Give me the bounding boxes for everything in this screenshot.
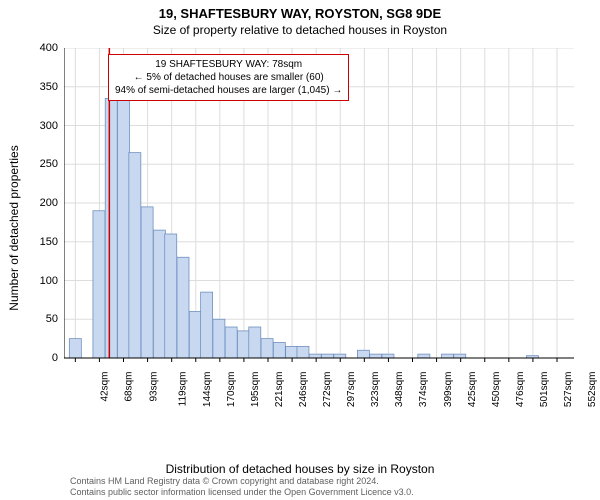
x-tick-label: 144sqm [202, 372, 213, 408]
y-tick-label: 50 [46, 313, 58, 325]
annotation-line-2: ← 5% of detached houses are smaller (60) [115, 71, 342, 84]
y-tick-label: 300 [40, 120, 58, 132]
credits-line-1: Contains HM Land Registry data © Crown c… [70, 476, 414, 487]
credits-text: Contains HM Land Registry data © Crown c… [70, 476, 414, 498]
histogram-svg [64, 48, 574, 408]
x-tick-label: 527sqm [563, 372, 574, 408]
annotation-line-3: 94% of semi-detached houses are larger (… [115, 84, 342, 97]
x-tick-label: 221sqm [274, 372, 285, 408]
y-tick-label: 400 [40, 42, 58, 54]
y-tick-label: 100 [40, 275, 58, 287]
chart-title-main: 19, SHAFTESBURY WAY, ROYSTON, SG8 9DE [0, 0, 600, 21]
annotation-line-1: 19 SHAFTESBURY WAY: 78sqm [115, 58, 342, 71]
chart-title-sub: Size of property relative to detached ho… [0, 21, 600, 37]
x-tick-label: 348sqm [394, 372, 405, 408]
x-tick-label: 195sqm [250, 372, 261, 408]
x-tick-label: 119sqm [177, 372, 188, 407]
x-tick-label: 170sqm [226, 372, 237, 408]
x-tick-label: 42sqm [100, 372, 111, 402]
y-tick-label: 350 [40, 81, 58, 93]
x-tick-label: 450sqm [491, 372, 502, 408]
x-tick-label: 476sqm [515, 372, 526, 408]
x-tick-label: 323sqm [370, 372, 381, 408]
x-axis-label: Distribution of detached houses by size … [0, 462, 600, 476]
y-axis-label: Number of detached properties [7, 145, 21, 310]
annotation-box: 19 SHAFTESBURY WAY: 78sqm ← 5% of detach… [108, 54, 349, 101]
y-tick-label: 0 [52, 352, 58, 364]
y-tick-label: 250 [40, 158, 58, 170]
y-tick-label: 150 [40, 236, 58, 248]
x-tick-label: 297sqm [346, 372, 357, 408]
x-tick-label: 399sqm [443, 372, 454, 408]
x-tick-label: 552sqm [587, 372, 598, 408]
x-tick-label: 68sqm [124, 372, 135, 402]
chart-plot-area: 19 SHAFTESBURY WAY: 78sqm ← 5% of detach… [64, 48, 574, 408]
x-tick-label: 501sqm [539, 372, 550, 408]
y-tick-label: 200 [40, 197, 58, 209]
credits-line-2: Contains public sector information licen… [70, 487, 414, 498]
x-tick-label: 246sqm [298, 372, 309, 408]
x-tick-label: 374sqm [418, 372, 429, 408]
x-tick-label: 272sqm [322, 372, 333, 408]
x-tick-label: 93sqm [148, 372, 159, 402]
x-tick-label: 425sqm [467, 372, 478, 408]
